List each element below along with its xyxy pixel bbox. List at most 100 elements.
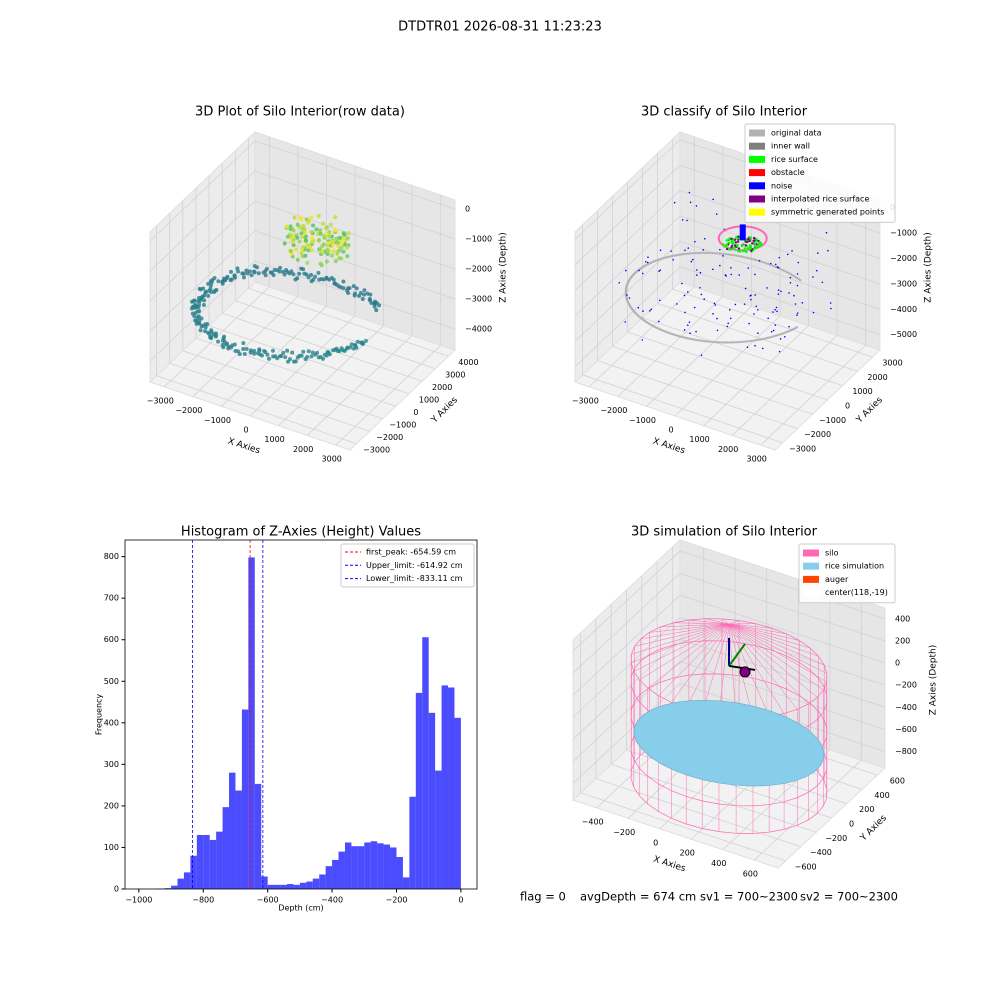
point: [696, 274, 698, 276]
point: [704, 340, 708, 343]
point: [757, 309, 759, 311]
point: [306, 275, 311, 280]
point: [196, 299, 201, 304]
point: [690, 337, 693, 341]
grid-line: [192, 296, 299, 397]
bar: [319, 874, 326, 889]
point: [237, 352, 242, 357]
bar: [183, 872, 191, 889]
point: [687, 291, 689, 293]
point: [309, 279, 314, 284]
auger-axis: [728, 643, 746, 667]
point: [641, 339, 644, 341]
point: [789, 282, 792, 284]
point: [774, 265, 778, 269]
legend-swatch: [749, 155, 765, 163]
point: [784, 270, 787, 273]
point: [725, 239, 728, 242]
silo-wire: [639, 623, 730, 796]
x-tick-label: 2000: [718, 445, 738, 454]
point: [694, 251, 698, 255]
bar: [299, 882, 307, 889]
point: [363, 338, 368, 343]
point: [778, 256, 781, 259]
point: [208, 279, 213, 284]
point: [713, 302, 716, 305]
grid-line: [182, 350, 383, 420]
point: [696, 338, 699, 342]
point: [718, 252, 721, 255]
point: [690, 260, 693, 263]
grid-line: [611, 763, 817, 833]
axes-frame: [124, 539, 478, 890]
point: [618, 281, 621, 284]
point: [737, 340, 740, 344]
point: [778, 333, 781, 336]
bar: [312, 878, 320, 889]
grid-line: [572, 550, 681, 652]
point: [192, 314, 197, 319]
z-axis-label: Z Axies (Depth): [499, 232, 509, 303]
bar: [415, 692, 423, 889]
legend-swatch: [749, 142, 765, 150]
point: [674, 254, 678, 257]
bar: [286, 884, 294, 889]
legend-label: silo: [825, 549, 839, 558]
point: [676, 303, 678, 305]
point: [751, 242, 754, 245]
point: [289, 249, 294, 254]
point: [330, 243, 335, 248]
point: [680, 253, 684, 256]
point: [256, 271, 261, 276]
grid-line: [572, 594, 681, 696]
point: [285, 234, 290, 239]
point: [206, 281, 211, 286]
x-tick-label: −1000: [125, 896, 152, 905]
grid-line: [156, 375, 357, 445]
point: [719, 341, 723, 344]
point: [216, 339, 221, 344]
point: [242, 351, 247, 356]
point: [367, 297, 372, 302]
point: [317, 277, 322, 282]
point: [212, 290, 217, 295]
bar: [390, 847, 397, 889]
point: [686, 219, 688, 222]
point: [750, 294, 752, 297]
point: [748, 239, 751, 243]
point: [739, 255, 743, 258]
y-tick-label: 3000: [445, 370, 465, 379]
point: [821, 281, 824, 284]
point: [345, 236, 350, 241]
point: [743, 340, 747, 343]
point: [715, 252, 719, 255]
point: [327, 230, 332, 235]
point: [700, 354, 703, 356]
point: [747, 237, 750, 241]
bar: [241, 709, 249, 889]
y-tick-label: −200: [825, 834, 847, 843]
point: [305, 260, 310, 265]
point: [305, 242, 310, 247]
point: [698, 251, 702, 255]
y-axis-label: Y Axies: [858, 813, 889, 844]
point: [730, 273, 733, 276]
point: [789, 276, 792, 279]
point: [326, 233, 331, 238]
silo-wire: [728, 623, 800, 757]
point: [737, 235, 740, 238]
point: [776, 266, 779, 268]
point: [333, 215, 338, 220]
point: [342, 232, 347, 237]
z-tick-label: −3000: [890, 279, 917, 288]
point: [299, 251, 304, 256]
point: [726, 253, 730, 256]
legend-swatch: [749, 182, 765, 190]
point: [303, 253, 308, 258]
point: [730, 341, 734, 344]
point: [244, 346, 249, 351]
silo-wire: [728, 623, 809, 820]
point: [712, 268, 714, 271]
point: [759, 244, 762, 247]
point: [318, 261, 323, 266]
